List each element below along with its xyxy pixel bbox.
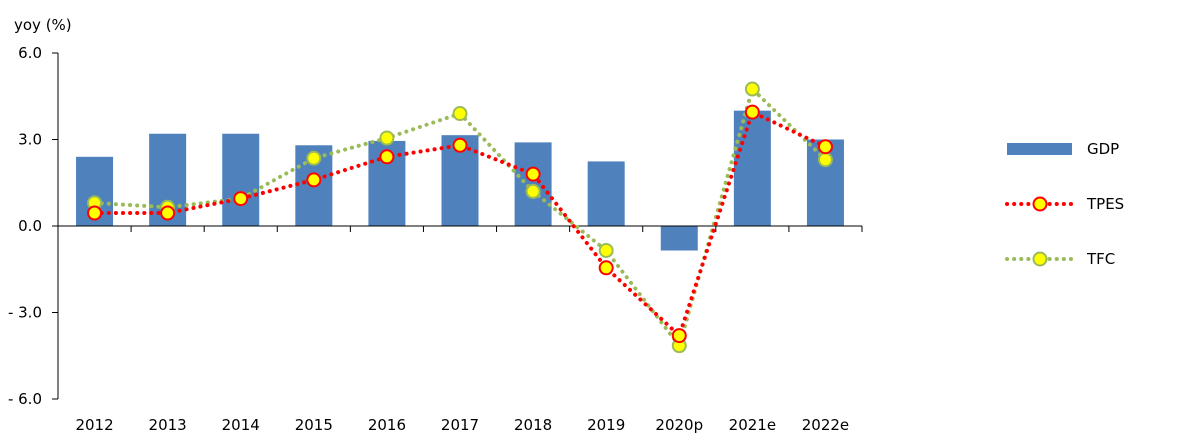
gdp-bar [660, 226, 698, 251]
x-axis: 2012 2013 2014 2015 2016 2017 2018 2019 2020p 202… [75, 416, 849, 434]
x-tick-label: 2021e [729, 416, 776, 434]
tpes-point [306, 172, 322, 188]
tpes-point [744, 104, 760, 120]
x-tick-label: 2017 [441, 416, 479, 434]
tpes-point [525, 166, 541, 182]
legend-label-gdp: GDP [1087, 140, 1119, 158]
tpes-point [671, 328, 687, 344]
legend-label-tfc: TFC [1086, 250, 1115, 268]
y-axis: 6.0 3.0 0.0 - 3.0 - 6.0 [8, 44, 58, 408]
x-tick-label: 2022e [802, 416, 849, 434]
y-tick-label: - 6.0 [8, 390, 42, 408]
legend-tpes-marker [1032, 196, 1048, 212]
x-tick-label: 2020p [655, 416, 703, 434]
tfc-point [379, 130, 395, 146]
x-tick-label: 2014 [222, 416, 260, 434]
x-tick-label: 2019 [587, 416, 625, 434]
y-tick-label: - 3.0 [8, 304, 42, 322]
tpes-point [379, 149, 395, 165]
tfc-point [817, 152, 833, 168]
tfc-point [525, 183, 541, 199]
legend-gdp-swatch [1007, 143, 1072, 155]
tpes-point [233, 191, 249, 207]
gdp-bar [222, 133, 260, 226]
x-tick-label: 2013 [149, 416, 187, 434]
x-tick-label: 2015 [295, 416, 333, 434]
tpes-point [452, 137, 468, 153]
tfc-point [452, 106, 468, 122]
y-tick-label: 0.0 [18, 217, 42, 235]
tpes-line [92, 109, 828, 340]
legend-tfc-marker [1032, 251, 1048, 267]
gdp-bar [733, 110, 771, 226]
axes [57, 53, 863, 399]
gdp-bar [587, 161, 625, 226]
line-series [87, 81, 833, 354]
x-tick-label: 2018 [514, 416, 552, 434]
tpes-point [817, 139, 833, 155]
x-tick-label: 2016 [368, 416, 406, 434]
tfc-point [306, 150, 322, 166]
tpes-point [87, 205, 103, 221]
tpes-point [598, 260, 614, 276]
x-tick-label: 2012 [75, 416, 113, 434]
y-tick-label: 6.0 [18, 44, 42, 62]
y-axis-label: yoy (%) [14, 16, 72, 34]
gdp-bars [76, 110, 844, 251]
y-tick-label: 3.0 [18, 131, 42, 149]
tpes-point [160, 205, 176, 221]
legend-label-tpes: TPES [1086, 195, 1124, 213]
tfc-point [598, 243, 614, 259]
tfc-point [744, 81, 760, 97]
legend: GDP TPES TFC [1005, 140, 1124, 268]
